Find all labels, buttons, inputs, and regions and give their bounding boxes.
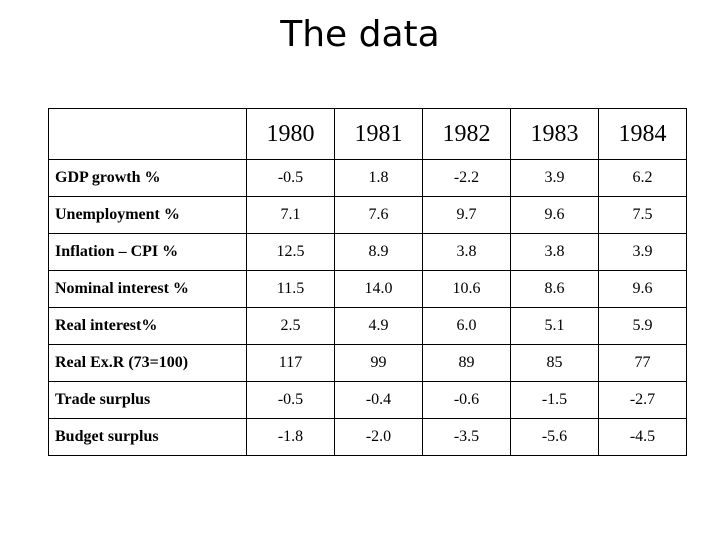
table-cell: 11.5	[246, 270, 335, 308]
corner-cell	[48, 108, 247, 160]
year-header: 1983	[510, 108, 599, 160]
table-cell: 77	[598, 344, 687, 382]
data-table: 1980 1981 1982 1983 1984 GDP growth % -0…	[48, 108, 687, 456]
table-cell: 9.6	[510, 196, 599, 234]
table-cell: 3.8	[510, 233, 599, 271]
table-cell: -2.0	[334, 418, 423, 456]
row-label: GDP growth %	[48, 159, 247, 197]
table-cell: 99	[334, 344, 423, 382]
table-cell: 10.6	[422, 270, 511, 308]
header-row: 1980 1981 1982 1983 1984	[48, 108, 687, 160]
table-cell: -1.8	[246, 418, 335, 456]
table-cell: 85	[510, 344, 599, 382]
row-label: Unemployment %	[48, 196, 247, 234]
row-label: Inflation – CPI %	[48, 233, 247, 271]
table-cell: 9.7	[422, 196, 511, 234]
year-header: 1984	[598, 108, 687, 160]
table-cell: -4.5	[598, 418, 687, 456]
table-cell: -2.2	[422, 159, 511, 197]
table-row: Real interest% 2.5 4.9 6.0 5.1 5.9	[48, 307, 687, 345]
table-cell: -0.4	[334, 381, 423, 419]
table-cell: -3.5	[422, 418, 511, 456]
row-label: Trade surplus	[48, 381, 247, 419]
table-cell: 117	[246, 344, 335, 382]
table-cell: 5.1	[510, 307, 599, 345]
table-cell: 8.9	[334, 233, 423, 271]
table-cell: 12.5	[246, 233, 335, 271]
table-row: Budget surplus -1.8 -2.0 -3.5 -5.6 -4.5	[48, 418, 687, 456]
table-cell: 4.9	[334, 307, 423, 345]
table-cell: 7.6	[334, 196, 423, 234]
table-cell: -0.5	[246, 381, 335, 419]
table-cell: 89	[422, 344, 511, 382]
table-row: Inflation – CPI % 12.5 8.9 3.8 3.8 3.9	[48, 233, 687, 271]
table-cell: -0.6	[422, 381, 511, 419]
year-header: 1981	[334, 108, 423, 160]
year-header: 1982	[422, 108, 511, 160]
table-cell: 3.8	[422, 233, 511, 271]
table-cell: 5.9	[598, 307, 687, 345]
row-label: Budget surplus	[48, 418, 247, 456]
table-cell: 2.5	[246, 307, 335, 345]
table-cell: 7.1	[246, 196, 335, 234]
table-cell: 14.0	[334, 270, 423, 308]
table-cell: 6.2	[598, 159, 687, 197]
row-label: Real Ex.R (73=100)	[48, 344, 247, 382]
table-cell: 3.9	[510, 159, 599, 197]
table-cell: -0.5	[246, 159, 335, 197]
table-cell: 7.5	[598, 196, 687, 234]
table-cell: 3.9	[598, 233, 687, 271]
table-cell: -5.6	[510, 418, 599, 456]
table-row: Real Ex.R (73=100) 117 99 89 85 77	[48, 344, 687, 382]
table-row: Trade surplus -0.5 -0.4 -0.6 -1.5 -2.7	[48, 381, 687, 419]
table-cell: -1.5	[510, 381, 599, 419]
table-row: Unemployment % 7.1 7.6 9.7 9.6 7.5	[48, 196, 687, 234]
table-cell: 9.6	[598, 270, 687, 308]
page-title: The data	[280, 14, 440, 55]
year-header: 1980	[246, 108, 335, 160]
table-cell: 6.0	[422, 307, 511, 345]
row-label: Nominal interest %	[48, 270, 247, 308]
table-cell: 8.6	[510, 270, 599, 308]
table-row: GDP growth % -0.5 1.8 -2.2 3.9 6.2	[48, 159, 687, 197]
table-cell: -2.7	[598, 381, 687, 419]
row-label: Real interest%	[48, 307, 247, 345]
table-cell: 1.8	[334, 159, 423, 197]
table-row: Nominal interest % 11.5 14.0 10.6 8.6 9.…	[48, 270, 687, 308]
